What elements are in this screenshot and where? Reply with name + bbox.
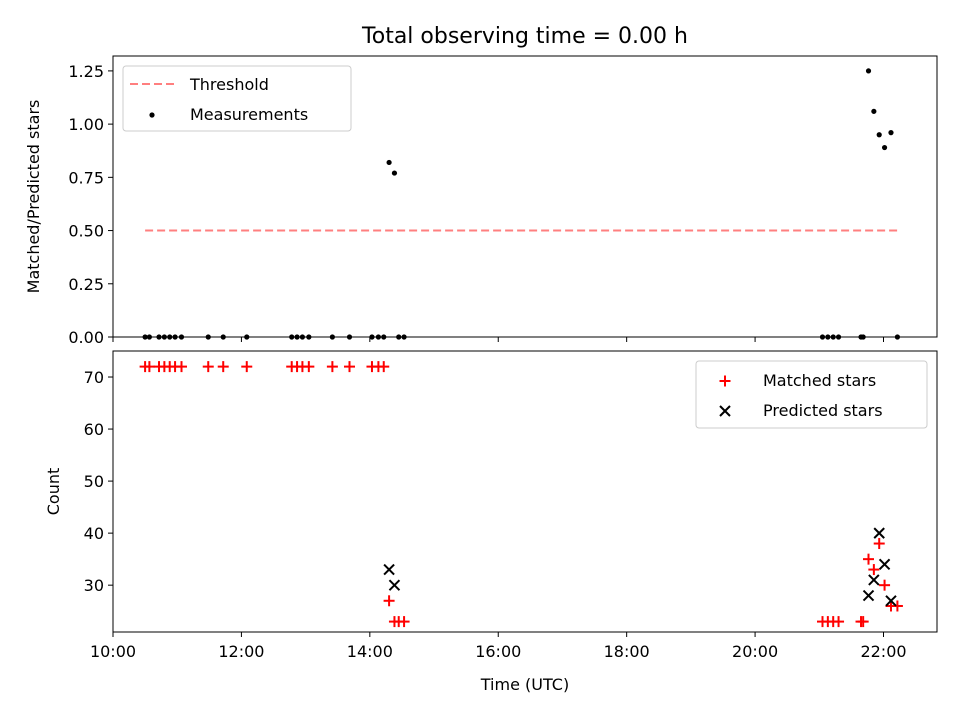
legend-predicted-label: Predicted stars <box>763 401 883 420</box>
matched-star-point <box>241 361 253 373</box>
predicted-star-point <box>868 574 880 586</box>
matched-star-point <box>217 361 229 373</box>
bottom-y-tick-label: 70 <box>84 368 104 387</box>
bottom-plot-frame <box>112 350 938 633</box>
top-panel: 0.00 0.25 0.50 0.75 1.00 1.25 Matched/Predicte… <box>24 55 938 347</box>
top-legend-box <box>122 65 352 132</box>
predicted-star-d2 <box>873 527 885 539</box>
top-y-tick-label: 0.50 <box>68 222 104 241</box>
bottom-x-tick-label: 12:00 <box>218 642 264 661</box>
predicted-star-point <box>388 579 401 591</box>
bottom-legend: Matched stars Predicted stars <box>695 360 928 429</box>
predicted-star-point <box>873 527 885 539</box>
predicted-star-point <box>885 595 897 607</box>
matched-star-point <box>383 595 395 607</box>
measurement-point <box>876 132 882 138</box>
bottom-x-tick-label: 14:00 <box>347 642 393 661</box>
top-plot-frame <box>112 55 938 338</box>
predicted-star-point <box>878 558 891 571</box>
top-legend: Threshold Measurements <box>122 65 352 132</box>
bottom-panel: 30 40 50 60 70 10:00 12:00 14:00 16:00 18:00 20:00… <box>44 350 938 694</box>
top-y-axis-label: Matched/Predicted stars <box>24 100 43 294</box>
matched-star-point <box>863 553 875 565</box>
matched-star-point <box>378 361 390 373</box>
legend-measurements-swatch <box>149 112 155 118</box>
matched-star-point <box>303 361 315 373</box>
x-axis-label: Time (UTC) <box>480 675 569 694</box>
matched-star-point <box>202 361 214 373</box>
chart-title: Total observing time = 0.00 h <box>361 24 688 49</box>
measurement-point <box>888 130 894 136</box>
bottom-y-tick-label: 60 <box>84 420 104 439</box>
measurement-point <box>881 144 888 151</box>
predicted-star-point <box>383 563 395 576</box>
matched-star-point <box>143 361 155 373</box>
matched-star-point <box>868 564 880 576</box>
predicted-star-d2 <box>388 579 401 591</box>
matched-star-point <box>879 579 891 591</box>
bottom-y-tick-label: 40 <box>84 524 104 543</box>
matched-star-point <box>175 361 187 373</box>
legend-matched-label: Matched stars <box>763 371 876 390</box>
bottom-y-tick-label: 50 <box>84 472 104 491</box>
predicted-star-d2 <box>862 589 875 602</box>
measurement-point <box>865 68 872 74</box>
top-y-tick-label: 1.00 <box>68 115 104 134</box>
legend-predicted-swatch-d2 <box>719 405 731 417</box>
top-y-tick-label: 0.25 <box>68 275 104 294</box>
matched-star-point <box>398 616 410 628</box>
top-y-tick-label: 1.25 <box>68 62 104 81</box>
predicted-star-d2 <box>383 563 395 576</box>
matched-star-point <box>833 616 845 628</box>
matched-star-point <box>891 600 903 612</box>
predicted-star-d2 <box>878 558 891 571</box>
bottom-x-tick-label: 10:00 <box>90 642 136 661</box>
bottom-legend-box <box>695 360 928 429</box>
matched-star-point <box>326 361 338 373</box>
measurement-point <box>391 170 398 176</box>
matched-star-point <box>857 616 869 628</box>
predicted-star-point <box>862 589 875 602</box>
top-y-tick-label: 0.75 <box>68 168 104 187</box>
bottom-x-tick-label: 20:00 <box>732 642 778 661</box>
bottom-y-axis-label: Count <box>44 468 63 516</box>
measurement-point <box>871 108 877 114</box>
matched-star-point <box>873 538 885 550</box>
legend-threshold-label: Threshold <box>189 75 269 94</box>
measurement-point <box>386 159 392 166</box>
predicted-star-d2 <box>885 595 897 607</box>
bottom-y-tick-label: 30 <box>84 576 104 595</box>
matched-star-point <box>343 361 355 373</box>
bottom-x-tick-label: 18:00 <box>604 642 650 661</box>
bottom-x-tick-label: 16:00 <box>475 642 521 661</box>
predicted-star-d2 <box>868 574 880 586</box>
top-y-tick-label: 0.00 <box>68 328 104 347</box>
legend-measurements-label: Measurements <box>190 105 308 124</box>
bottom-x-tick-label: 22:00 <box>860 642 906 661</box>
